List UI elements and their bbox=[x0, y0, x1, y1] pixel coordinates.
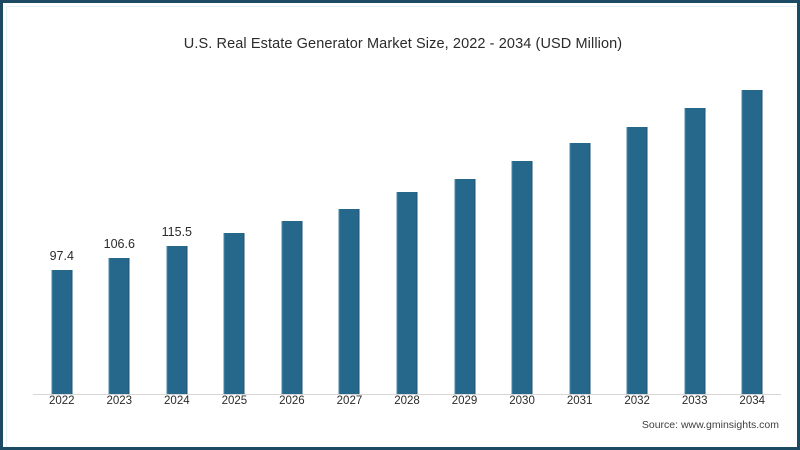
bar bbox=[223, 233, 245, 395]
bar-group bbox=[551, 64, 609, 395]
bar bbox=[684, 108, 706, 395]
bar-value-label: 97.4 bbox=[49, 248, 74, 263]
bar bbox=[569, 143, 591, 395]
bar-value-label: 115.5 bbox=[161, 225, 193, 240]
bar bbox=[454, 179, 476, 395]
chart-title: U.S. Real Estate Generator Market Size, … bbox=[183, 36, 623, 52]
bar bbox=[108, 257, 130, 395]
bar-group bbox=[493, 64, 551, 395]
bar bbox=[338, 209, 360, 395]
x-tick-label: 2027 bbox=[336, 395, 363, 407]
bar-value-label: 106.6 bbox=[103, 236, 135, 251]
x-axis-line bbox=[33, 394, 781, 395]
x-tick-label: 2034 bbox=[739, 395, 766, 407]
bar-group bbox=[321, 64, 379, 395]
x-tick-label: 2029 bbox=[451, 395, 478, 407]
bar-group bbox=[723, 64, 781, 395]
bar bbox=[281, 221, 303, 395]
bar-group bbox=[263, 64, 321, 395]
bar-group bbox=[608, 64, 666, 395]
bar bbox=[51, 269, 73, 395]
bar bbox=[626, 127, 648, 395]
x-tick-label: 2032 bbox=[624, 395, 650, 407]
bar bbox=[166, 246, 188, 395]
x-tick-label: 2023 bbox=[106, 395, 133, 407]
bar-group: 115.5 bbox=[148, 64, 206, 395]
x-tick-label: 2022 bbox=[48, 395, 75, 407]
bar-group: 97.4 bbox=[33, 64, 91, 395]
x-tick-label: 2033 bbox=[681, 395, 708, 407]
bar bbox=[511, 161, 533, 395]
x-tick-label: 2031 bbox=[566, 395, 593, 407]
x-tick-label: 2028 bbox=[394, 395, 420, 407]
bar-group bbox=[436, 64, 494, 395]
bar-group bbox=[378, 64, 436, 395]
bar-group: 106.6 bbox=[91, 64, 149, 395]
bar-group bbox=[666, 64, 724, 395]
bar-group bbox=[206, 64, 264, 395]
plot-area: 97.4 106.6 115.5 bbox=[33, 63, 781, 395]
x-tick-label: 2025 bbox=[221, 395, 248, 407]
x-tick-label: 2024 bbox=[164, 395, 190, 407]
x-tick-label: 2026 bbox=[279, 395, 305, 407]
source-attribution: Source: www.gminsights.com bbox=[641, 419, 779, 431]
bar bbox=[396, 192, 418, 395]
bar bbox=[741, 89, 763, 395]
x-tick-label: 2030 bbox=[509, 395, 535, 407]
